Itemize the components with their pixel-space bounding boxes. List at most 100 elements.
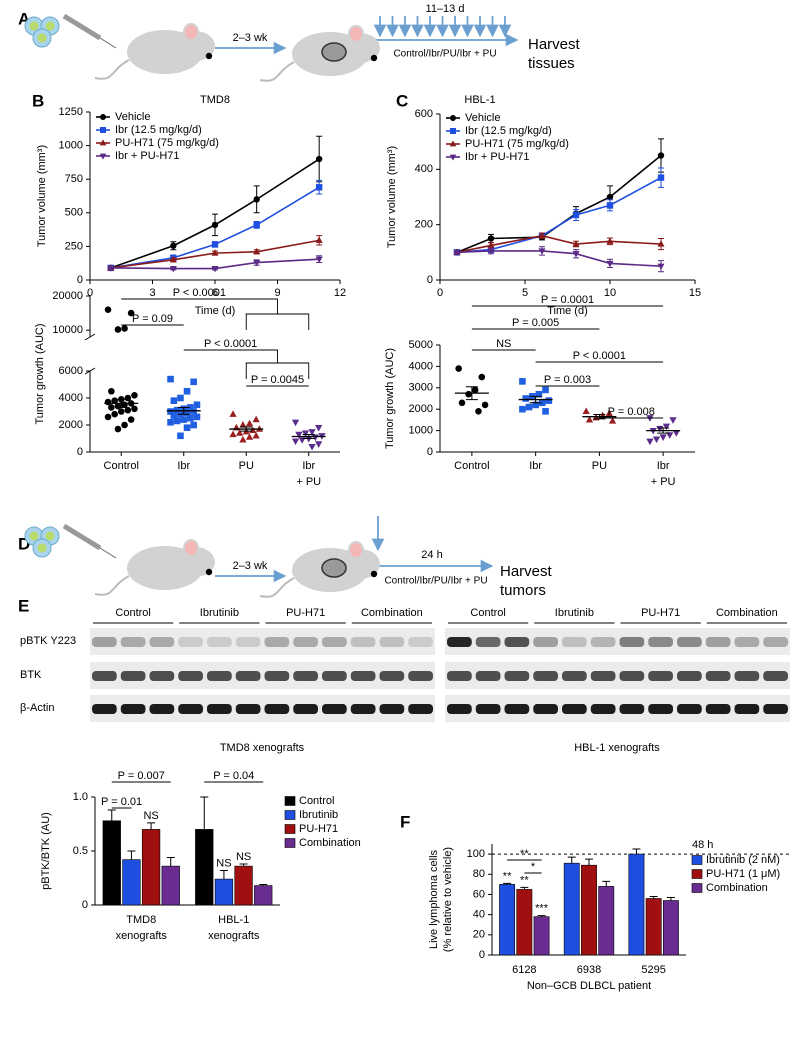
legend-marker (100, 114, 106, 120)
point (245, 419, 254, 427)
y-tick-label: 20 (473, 929, 485, 941)
x-tick-label: TMD8 xenografts (116, 914, 168, 942)
interval: 2–3 wk (233, 32, 268, 44)
y-tick-label: 60 (473, 888, 485, 900)
point (211, 221, 219, 229)
blot-band (350, 637, 376, 647)
point (169, 256, 177, 263)
point (190, 378, 197, 386)
series-line (456, 250, 662, 267)
axis-break (84, 367, 96, 375)
blot-group-label: PU-H71 (286, 607, 325, 619)
y-tick-label: 0 (427, 446, 433, 458)
significance-label: NS (496, 338, 511, 350)
x-tick-label: 0 (87, 287, 93, 299)
blot-band (207, 637, 232, 647)
point (190, 421, 197, 429)
point (538, 248, 546, 255)
point (657, 152, 665, 159)
point (170, 412, 178, 419)
blot-band (92, 704, 117, 714)
point (646, 438, 654, 446)
bar (161, 865, 180, 906)
blot-membrane (445, 662, 790, 689)
legend-label: Control (299, 795, 334, 807)
blot-band (447, 704, 472, 714)
point (107, 265, 115, 272)
blot-band (408, 671, 433, 681)
blot-row-label: BTK (20, 669, 42, 681)
point (305, 435, 313, 443)
chart-title: HBL-1 (464, 94, 495, 106)
significance-label: P < 0.0001 (204, 338, 257, 350)
point (608, 417, 617, 424)
mouse-head (175, 31, 215, 61)
point (193, 413, 201, 421)
significance-label: P = 0.01 (101, 796, 142, 808)
point (315, 256, 323, 264)
blot-band (533, 704, 558, 714)
cell-nucleus (45, 21, 55, 31)
point (519, 378, 526, 385)
y-tick-label: 1250 (59, 106, 83, 118)
blot-band (408, 704, 433, 714)
duration: 11–13 d (426, 3, 465, 15)
legend-label: Ibr (12.5 mg/kg/d) (465, 125, 552, 137)
point (315, 184, 323, 191)
blot-band (619, 704, 645, 714)
blot-band (562, 637, 587, 647)
point (605, 409, 613, 417)
point (180, 416, 188, 423)
point (183, 387, 191, 395)
blot-band (379, 704, 405, 714)
y-tick-label: 0 (427, 274, 433, 286)
x-tick-label: 10 (604, 287, 616, 299)
mouse-ear (348, 541, 364, 559)
point (127, 416, 135, 423)
point (167, 375, 174, 383)
blot-band (293, 671, 318, 681)
point (455, 365, 462, 372)
point (253, 247, 261, 255)
bar (628, 853, 645, 956)
x-axis-label: Time (d) (547, 305, 588, 317)
point (582, 407, 590, 414)
point (108, 404, 115, 411)
error-bar (200, 796, 209, 830)
point (170, 397, 178, 404)
point (253, 221, 260, 229)
bar (195, 829, 214, 906)
blot-band (590, 637, 616, 647)
point (669, 417, 677, 424)
blot-band (648, 637, 673, 647)
blot-band (207, 704, 232, 714)
legend-title: 48 h (692, 839, 713, 851)
point (104, 306, 112, 313)
blot-band (235, 637, 261, 647)
point (315, 441, 323, 448)
point (229, 410, 237, 417)
point (177, 394, 184, 402)
mouse-head (340, 33, 380, 63)
mouse-eye (205, 52, 213, 60)
legend-label: Ibrutinib (299, 809, 338, 821)
blot-band (235, 704, 261, 714)
point (173, 406, 181, 414)
error-bar (107, 809, 116, 821)
significance-label: ** (520, 848, 529, 860)
blot-band (293, 637, 318, 647)
point (666, 432, 674, 439)
bar (234, 865, 253, 906)
point (114, 326, 122, 333)
point (453, 249, 461, 257)
bar (533, 916, 550, 956)
error-bar (666, 896, 675, 901)
legend-label: Combination (299, 837, 361, 849)
y-axis-label: Tumor volume (mm³) (386, 146, 398, 248)
error-bar (585, 858, 593, 866)
legend-marker (449, 154, 457, 161)
bar (662, 900, 679, 956)
point (652, 436, 661, 444)
legend-label: Combination (706, 882, 768, 894)
blot-band (734, 704, 760, 714)
